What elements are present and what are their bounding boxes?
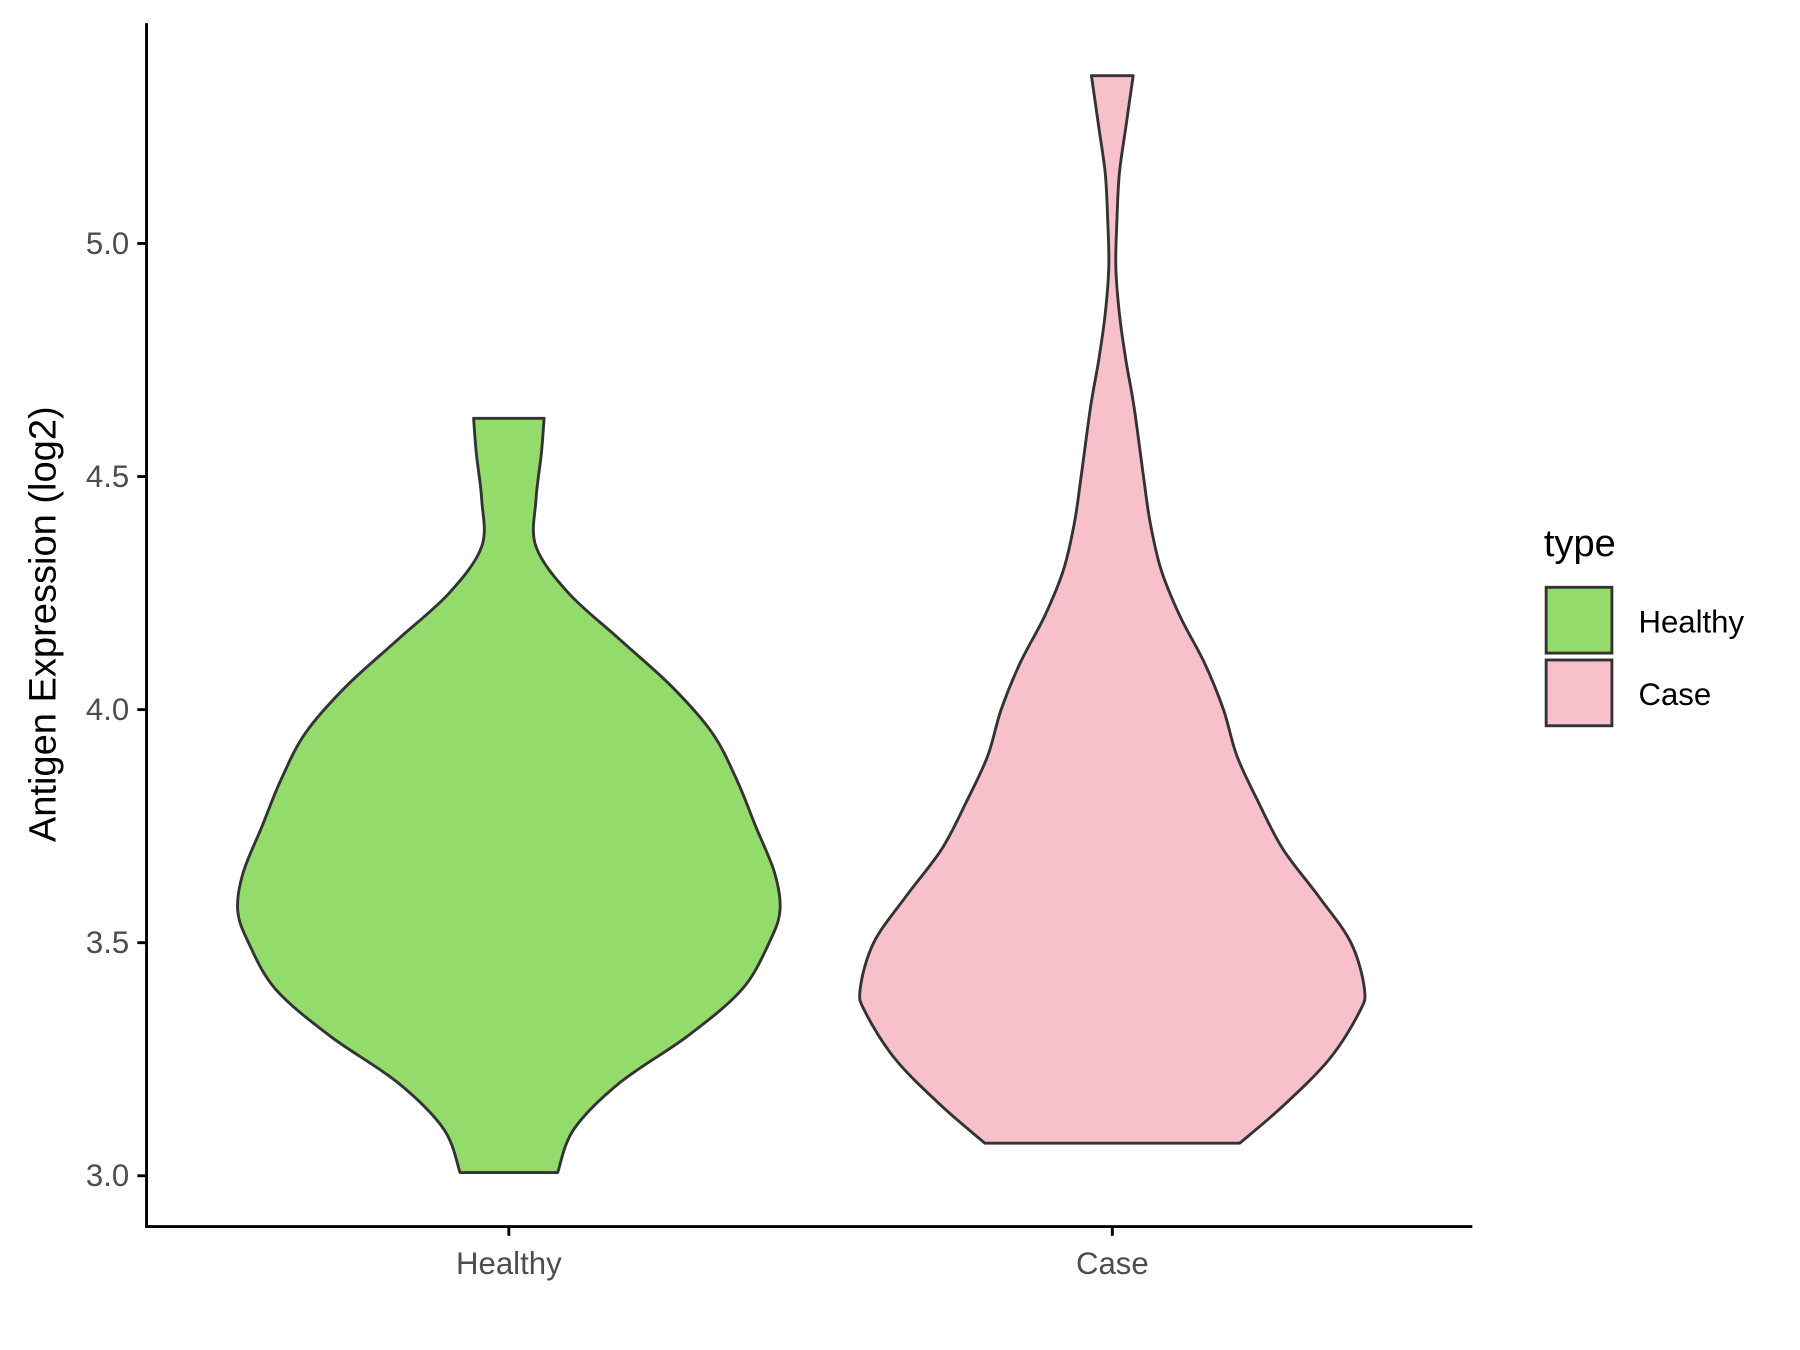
legend-title: type xyxy=(1544,523,1616,565)
y-axis-title: Antigen Expression (log2) xyxy=(22,406,64,842)
y-tick-label: 3.5 xyxy=(86,925,129,960)
x-tick-label: Case xyxy=(1076,1246,1149,1281)
legend-label: Healthy xyxy=(1638,604,1744,639)
x-ticks: Healthy Case xyxy=(456,1226,1149,1281)
violin-healthy xyxy=(236,416,782,1174)
legend-swatch-healthy xyxy=(1544,585,1614,655)
violins xyxy=(236,74,1367,1174)
legend-swatch-case xyxy=(1544,658,1614,728)
y-ticks: 3.0 3.5 4.0 4.5 5.0 xyxy=(86,226,147,1193)
legend: type Healthy Case xyxy=(1544,523,1744,728)
legend-label: Case xyxy=(1638,677,1711,712)
y-tick-label: 3.0 xyxy=(86,1158,129,1193)
x-tick-label: Healthy xyxy=(456,1246,562,1281)
y-tick-label: 4.5 xyxy=(86,459,129,494)
y-tick-label: 5.0 xyxy=(86,226,129,261)
y-tick-label: 4.0 xyxy=(86,692,129,727)
violin-case xyxy=(858,74,1367,1145)
